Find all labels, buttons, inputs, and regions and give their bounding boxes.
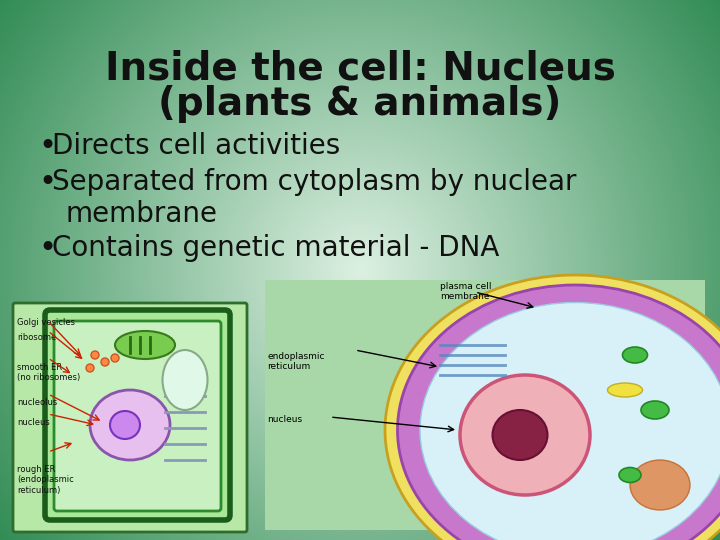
Ellipse shape <box>608 383 642 397</box>
FancyBboxPatch shape <box>13 303 247 532</box>
Ellipse shape <box>90 390 170 460</box>
Text: endoplasmic
reticulum: endoplasmic reticulum <box>267 352 325 372</box>
Text: membrane: membrane <box>66 200 218 228</box>
Text: plasma cell
membrane: plasma cell membrane <box>440 282 492 301</box>
Ellipse shape <box>623 347 647 363</box>
Ellipse shape <box>492 410 547 460</box>
Ellipse shape <box>619 468 641 483</box>
Text: •: • <box>38 234 56 263</box>
Circle shape <box>101 358 109 366</box>
Ellipse shape <box>641 401 669 419</box>
Ellipse shape <box>115 331 175 359</box>
FancyBboxPatch shape <box>45 310 230 520</box>
Text: Separated from cytoplasm by nuclear: Separated from cytoplasm by nuclear <box>52 168 577 196</box>
Text: nucleolus: nucleolus <box>17 398 58 407</box>
Text: rough ER
(endoplasmic
reticulum): rough ER (endoplasmic reticulum) <box>17 465 73 495</box>
Text: Golgi vesicles: Golgi vesicles <box>17 318 75 327</box>
Circle shape <box>86 364 94 372</box>
Text: Inside the cell: Nucleus: Inside the cell: Nucleus <box>104 50 616 88</box>
Ellipse shape <box>385 275 720 540</box>
Text: smooth ER
(no ribosomes): smooth ER (no ribosomes) <box>17 363 80 382</box>
Text: •: • <box>38 132 56 161</box>
Ellipse shape <box>460 375 590 495</box>
Ellipse shape <box>163 350 207 410</box>
Text: nucleus: nucleus <box>17 418 50 427</box>
Text: Contains genetic material - DNA: Contains genetic material - DNA <box>52 234 500 262</box>
Ellipse shape <box>397 285 720 540</box>
Text: (plants & animals): (plants & animals) <box>158 85 562 123</box>
Ellipse shape <box>110 411 140 439</box>
Text: Directs cell activities: Directs cell activities <box>52 132 341 160</box>
Text: ribosome: ribosome <box>17 333 56 342</box>
FancyBboxPatch shape <box>54 321 221 511</box>
Ellipse shape <box>420 302 720 540</box>
Circle shape <box>91 351 99 359</box>
Circle shape <box>111 354 119 362</box>
Ellipse shape <box>630 460 690 510</box>
Text: nucleus: nucleus <box>267 415 302 424</box>
Text: •: • <box>38 168 56 197</box>
Bar <box>265 280 705 530</box>
